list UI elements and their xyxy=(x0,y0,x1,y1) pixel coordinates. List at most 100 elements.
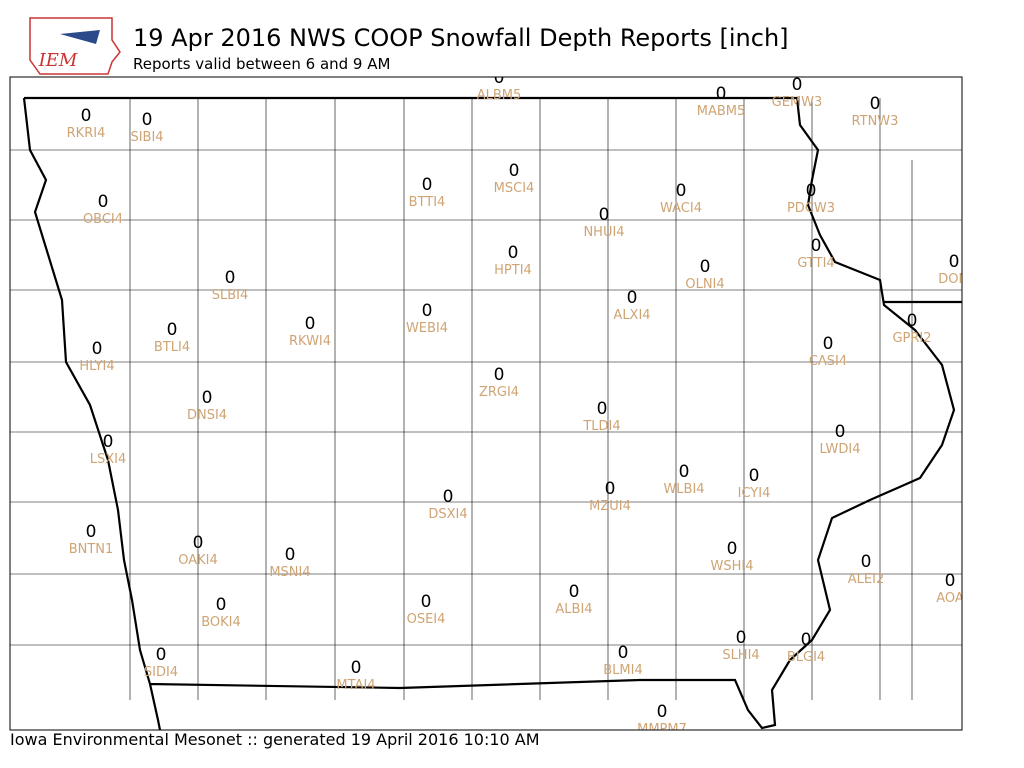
station-id: MABM5 xyxy=(697,104,746,119)
footer: Iowa Environmental Mesonet :: generated … xyxy=(10,730,540,749)
station-value: 0 xyxy=(792,75,803,95)
station-value: 0 xyxy=(727,539,738,559)
station-value: 0 xyxy=(305,314,316,334)
station-value: 0 xyxy=(945,571,956,591)
station-id: WACI4 xyxy=(660,201,702,216)
station-id: OBCI4 xyxy=(83,212,123,227)
iowa-border xyxy=(22,96,956,730)
station-id: MMPM7 xyxy=(637,722,687,737)
station-value: 0 xyxy=(103,432,114,452)
station-value: 0 xyxy=(801,630,812,650)
station-value: 0 xyxy=(676,181,687,201)
station-value: 0 xyxy=(861,552,872,572)
station-id: DOM xyxy=(938,272,969,287)
station-value: 0 xyxy=(142,110,153,130)
station-value: 0 xyxy=(86,522,97,542)
station-value: 0 xyxy=(605,479,616,499)
station-id: ALEI2 xyxy=(848,572,884,587)
station-value: 0 xyxy=(81,106,92,126)
station-value: 0 xyxy=(597,399,608,419)
station-id: MSNI4 xyxy=(269,565,310,580)
station-id: ICYI4 xyxy=(738,486,771,501)
station-value: 0 xyxy=(202,388,213,408)
station-value: 0 xyxy=(618,643,629,663)
station-id: WEBI4 xyxy=(406,321,448,336)
station-value: 0 xyxy=(811,236,822,256)
station-value: 0 xyxy=(156,645,167,665)
station-value: 0 xyxy=(949,252,960,272)
station-id: RKRI4 xyxy=(67,126,106,141)
station-id: BTLI4 xyxy=(154,340,190,355)
station-id: BOKI4 xyxy=(201,615,241,630)
station-id: BLGI4 xyxy=(787,650,825,665)
station-id: MSCI4 xyxy=(494,181,535,196)
logo: IEM xyxy=(29,17,121,75)
station-id: SIDI4 xyxy=(144,665,178,680)
station-value: 0 xyxy=(627,288,638,308)
station-value: 0 xyxy=(351,658,362,678)
station-id: ZRGI4 xyxy=(479,385,519,400)
station-id: DSXI4 xyxy=(428,507,467,522)
station-value: 0 xyxy=(225,268,236,288)
station-id: SLBI4 xyxy=(212,288,249,303)
station-id: RKWI4 xyxy=(289,334,331,349)
station-value: 0 xyxy=(736,628,747,648)
station-id: DNSI4 xyxy=(187,408,227,423)
station-value: 0 xyxy=(508,243,519,263)
station-value: 0 xyxy=(422,301,433,321)
station-id: OLNI4 xyxy=(685,277,724,292)
station-value: 0 xyxy=(749,466,760,486)
station-id: GPRI2 xyxy=(892,331,931,346)
station-id: ALBM5 xyxy=(477,88,522,103)
station-value: 0 xyxy=(421,592,432,612)
station-id: ALBI4 xyxy=(555,602,592,617)
station-id: NHUI4 xyxy=(583,225,624,240)
station-id: MTAI4 xyxy=(336,678,375,693)
station-id: BLMI4 xyxy=(603,663,642,678)
station-id: RTNW3 xyxy=(852,114,899,129)
station-id: OAKI4 xyxy=(178,553,218,568)
station-id: SIBI4 xyxy=(130,130,163,145)
station-id: CASI4 xyxy=(809,354,847,369)
station-value: 0 xyxy=(193,533,204,553)
station-id: HPTI4 xyxy=(494,263,532,278)
station-value: 0 xyxy=(422,175,433,195)
station-value: 0 xyxy=(823,334,834,354)
station-value: 0 xyxy=(494,365,505,385)
station-id: OSEI4 xyxy=(407,612,446,627)
station-id: GTTI4 xyxy=(797,256,834,271)
station-id: BTTI4 xyxy=(409,195,446,210)
station-value: 0 xyxy=(98,192,109,212)
station-value: 0 xyxy=(700,257,711,277)
station-id: ALXI4 xyxy=(613,308,650,323)
station-id: MZUI4 xyxy=(589,499,631,514)
station-id: LSXI4 xyxy=(90,452,127,467)
station-id: TLDI4 xyxy=(582,419,620,434)
map-subtitle: Reports valid between 6 and 9 AM xyxy=(133,55,390,73)
station-id: HLYI4 xyxy=(79,359,114,374)
station-id: SLHI4 xyxy=(722,648,759,663)
station-value: 0 xyxy=(92,339,103,359)
station-value: 0 xyxy=(599,205,610,225)
station-id: GEMW3 xyxy=(772,95,823,110)
station-value: 0 xyxy=(907,311,918,331)
station-value: 0 xyxy=(870,94,881,114)
station-value: 0 xyxy=(443,487,454,507)
station-value: 0 xyxy=(679,462,690,482)
station-id: AOA xyxy=(936,591,964,606)
station-value: 0 xyxy=(494,68,505,88)
station-id: BNTN1 xyxy=(69,542,114,557)
station-id: PDCW3 xyxy=(787,201,835,216)
station-value: 0 xyxy=(569,582,580,602)
station-value: 0 xyxy=(835,422,846,442)
station-value: 0 xyxy=(806,181,817,201)
map-frame xyxy=(9,76,963,731)
station-value: 0 xyxy=(167,320,178,340)
station-id: WLBI4 xyxy=(663,482,704,497)
logo-text: IEM xyxy=(38,50,78,71)
station-id: LWDI4 xyxy=(819,442,860,457)
